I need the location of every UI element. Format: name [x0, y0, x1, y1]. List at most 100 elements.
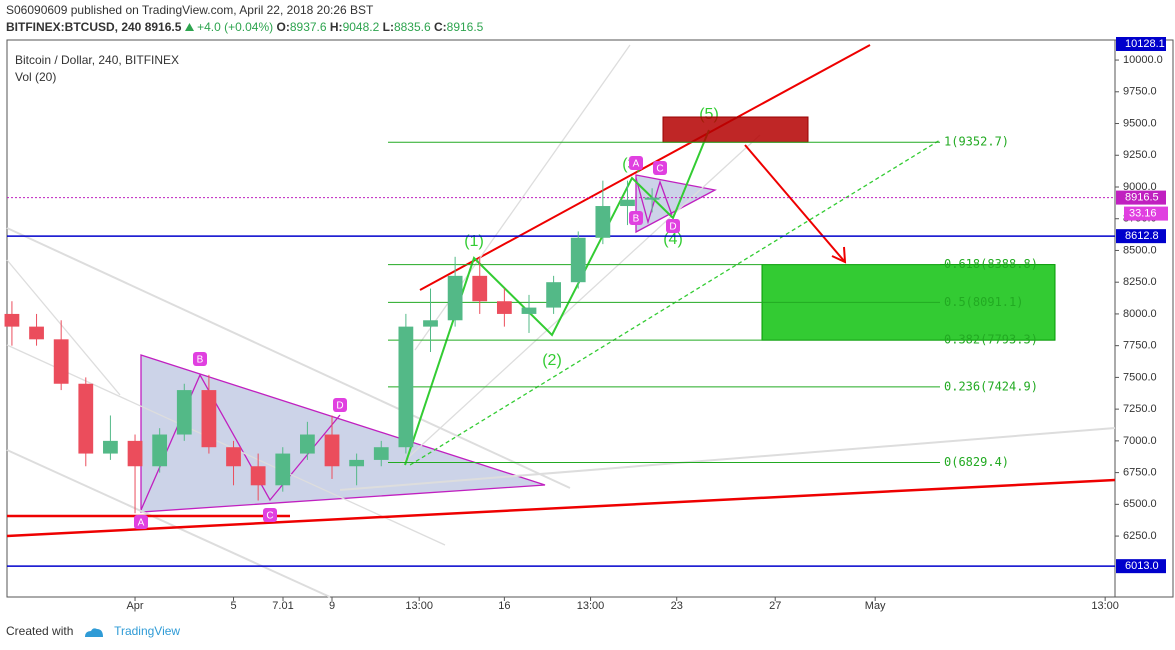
price-tag-label: 6013.0	[1125, 560, 1159, 572]
trend-line	[6, 227, 571, 489]
volume-tag	[1124, 206, 1168, 221]
support-line	[6, 478, 1116, 538]
price-axis	[1114, 39, 1174, 598]
ohlc-high-label: H:	[329, 20, 343, 34]
point-label: D	[336, 401, 343, 412]
y-tick-label: 7500.0	[1123, 371, 1157, 383]
ohlc-close: 8916.5	[446, 20, 484, 34]
trend-line	[6, 449, 331, 598]
candle-body	[78, 383, 94, 454]
candle-body	[103, 440, 118, 454]
candle-body	[176, 390, 192, 435]
candle-body	[546, 282, 561, 308]
fib-label: 0.382(7793.3)	[944, 333, 1038, 347]
candle-body	[496, 301, 512, 314]
x-tick-label: 9	[329, 600, 335, 612]
arrow-head	[831, 246, 847, 264]
wave-label: (2)	[542, 352, 562, 369]
candle-body	[570, 237, 586, 283]
x-tick-label: May	[865, 600, 886, 612]
price-tag	[1116, 190, 1166, 205]
y-tick-label: 7250.0	[1123, 403, 1157, 415]
candle-body	[521, 307, 537, 314]
candle-body	[226, 447, 241, 467]
abcd-zigzag	[140, 373, 341, 511]
point-badge	[666, 219, 680, 233]
candle-body	[595, 206, 611, 238]
candle-body	[201, 390, 217, 448]
ohlc-open: 8937.6	[289, 20, 327, 34]
y-tick-label: 6500.0	[1123, 498, 1157, 510]
trend-line	[339, 427, 1116, 491]
wave-label: (1)	[464, 233, 484, 250]
y-tick-label: 6750.0	[1123, 467, 1157, 479]
candle-body	[29, 326, 44, 340]
point-badge	[333, 398, 347, 412]
point-badge	[653, 161, 667, 175]
candle-body	[127, 440, 143, 467]
brand: TradingView	[114, 624, 181, 638]
price-tag-label: 10128.1	[1125, 38, 1165, 50]
y-tick-label: 6250.0	[1123, 530, 1157, 542]
candle-body	[472, 275, 488, 302]
ohlc-open-label: O:	[276, 20, 290, 34]
point-label: D	[669, 222, 676, 233]
point-badge	[629, 211, 643, 225]
indicator-label: Vol (20)	[15, 70, 56, 84]
x-tick-label: 27	[769, 600, 781, 612]
quote-line: BITFINEX:BTCUSD, 240 8916.5 +4.0 (+0.04%…	[6, 19, 483, 36]
channel-line	[399, 134, 761, 466]
y-tick-label: 8000.0	[1123, 308, 1157, 320]
point-label: A	[138, 518, 145, 529]
price-tag	[1116, 559, 1166, 574]
up-icon	[184, 23, 194, 31]
y-tick-label: 7000.0	[1123, 435, 1157, 447]
candle-body	[447, 275, 463, 321]
y-tick-label: 9750.0	[1123, 86, 1157, 98]
point-badge	[263, 508, 277, 522]
wave-label: (4)	[663, 231, 683, 248]
candle-body	[373, 447, 389, 460]
candle-body	[349, 459, 365, 467]
point-label: B	[197, 355, 204, 366]
candle-body	[644, 197, 660, 200]
fib-label: 0.618(8388.8)	[944, 257, 1038, 271]
footer: Created with TradingView	[6, 624, 180, 638]
x-tick-label: 5	[230, 600, 236, 612]
trend-line	[6, 344, 446, 546]
candle-body	[398, 326, 414, 448]
price-tag	[1116, 229, 1166, 244]
ohlc-close-label: C:	[433, 20, 447, 34]
trend-line	[6, 259, 121, 396]
point-label: C	[656, 164, 663, 175]
arrow	[744, 144, 846, 263]
fib-label: 0(6829.4)	[944, 455, 1009, 469]
fib-label: 0.236(7424.9)	[944, 379, 1038, 393]
point-label: C	[266, 511, 273, 522]
chart-title: Bitcoin / Dollar, 240, BITFINEX	[15, 53, 179, 67]
x-tick-label: 16	[498, 600, 510, 612]
ohlc-low-label: L:	[382, 20, 394, 34]
y-tick-label: 8250.0	[1123, 276, 1157, 288]
ohlc-high: 9048.2	[342, 20, 380, 34]
x-tick-label: 13:00	[405, 600, 433, 612]
x-tick-label: Apr	[126, 600, 143, 612]
created-with: Created with	[6, 624, 74, 638]
publisher: S06090609 published on TradingView.com, …	[6, 3, 374, 17]
symbol: BITFINEX:BTCUSD, 240	[6, 20, 142, 34]
x-tick-label: 7.01	[272, 600, 293, 612]
point-label: B	[633, 214, 640, 225]
candle-body	[53, 339, 69, 384]
price-tag-label: 8612.8	[1125, 230, 1159, 242]
fib-label: 1(9352.7)	[944, 135, 1009, 149]
point-badge	[134, 515, 148, 529]
chart: (1) (2) (3) (4) (5) 6250.06500.06750.070…	[4, 37, 1174, 612]
candle-body	[324, 434, 340, 467]
drawings	[6, 44, 1116, 598]
x-tick-label: 23	[671, 600, 683, 612]
point-badge	[629, 156, 643, 170]
fib-label: 0.5(8091.1)	[944, 295, 1023, 309]
abcd-zigzag	[635, 177, 674, 225]
price-tag-label: 8916.5	[1125, 191, 1159, 203]
